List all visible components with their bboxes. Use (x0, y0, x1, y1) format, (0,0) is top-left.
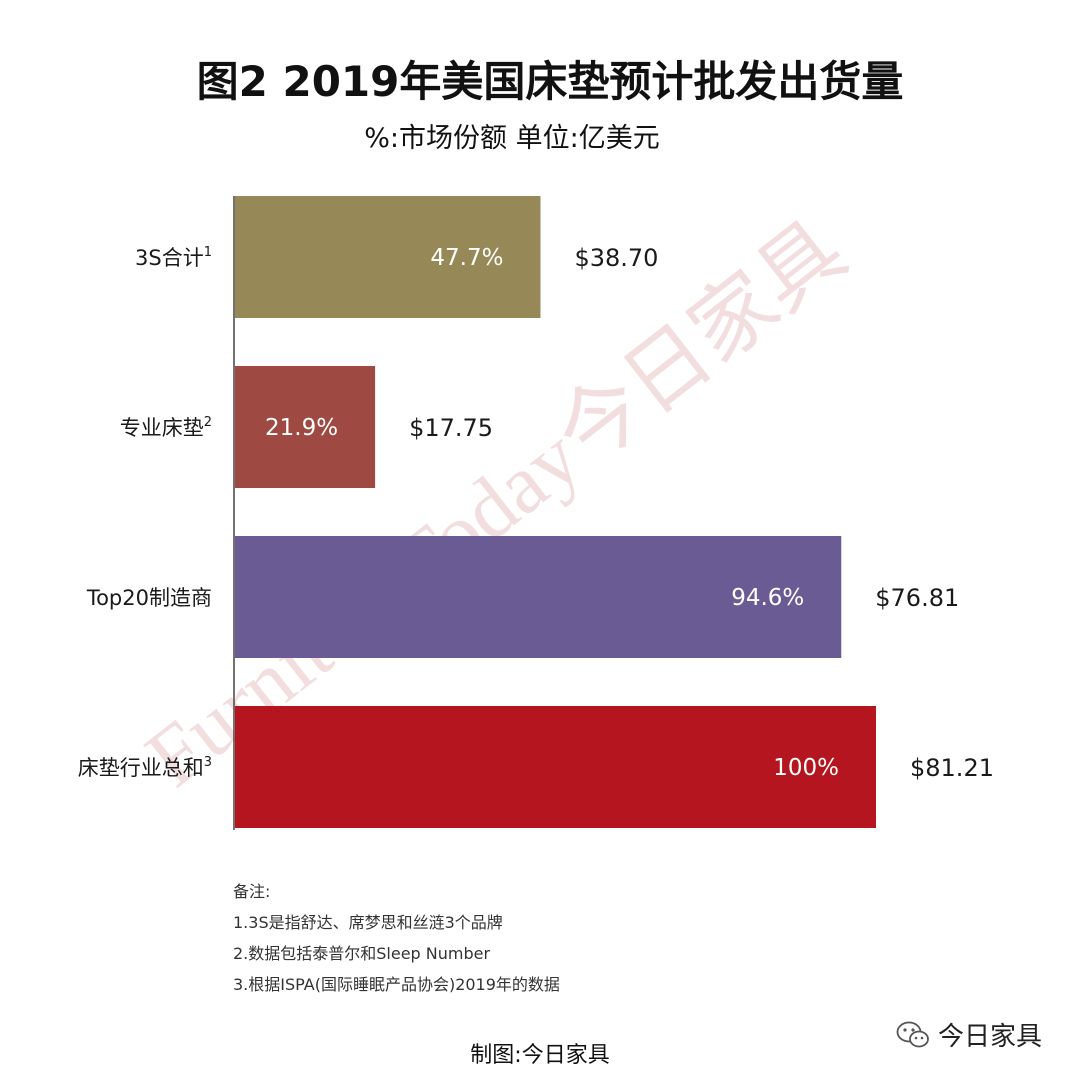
category-note-ref: 2 (204, 415, 212, 430)
bar-4 (235, 706, 876, 828)
category-label: 专业床垫2 (120, 415, 212, 440)
bar-3 (235, 536, 842, 658)
brand-badge: 今日家具 (896, 1016, 1042, 1053)
bar-value-label: $76.81 (875, 584, 959, 612)
bar-share-label: 21.9% (265, 415, 338, 441)
category-label: 床垫行业总和3 (78, 755, 212, 780)
bar-2 (235, 366, 376, 488)
bar-share-label: 47.7% (430, 245, 503, 271)
bar-value-label: $81.21 (910, 754, 994, 782)
bar-value-label: $38.70 (574, 244, 658, 272)
category-note-ref: 3 (204, 755, 212, 770)
category-label-text: Top20制造商 (86, 586, 212, 610)
wechat-icon (896, 1021, 929, 1047)
chart-subtitle: %:市场份额 单位:亿美元 (364, 123, 660, 154)
bar-share-label: 94.6% (731, 585, 804, 611)
notes-heading: 备注: (233, 882, 271, 901)
category-note-ref: 1 (204, 245, 212, 260)
category-label-text: 床垫行业总和 (78, 756, 204, 780)
category-label-text: 专业床垫 (120, 416, 204, 440)
chart-title: 图2 2019年美国床垫预计批发出货量 (196, 57, 904, 106)
category-label: 3S合计1 (135, 245, 212, 270)
note-item-1: 1.3S是指舒达、席梦思和丝涟3个品牌 (233, 913, 503, 932)
note-item-3: 3.根据ISPA(国际睡眠产品协会)2019年的数据 (233, 975, 560, 994)
note-item-2: 2.数据包括泰普尔和Sleep Number (233, 944, 491, 963)
category-label-text: 3S合计 (135, 246, 204, 270)
bar-share-label: 100% (773, 755, 839, 781)
chart-credit: 制图:今日家具 (470, 1043, 610, 1068)
brand-name: 今日家具 (938, 1022, 1043, 1052)
notes: 备注: 1.3S是指舒达、席梦思和丝涟3个品牌 2.数据包括泰普尔和Sleep … (233, 876, 560, 1000)
category-label: Top20制造商 (86, 586, 212, 610)
bar-value-label: $17.75 (409, 414, 493, 442)
bar-1 (235, 196, 541, 318)
